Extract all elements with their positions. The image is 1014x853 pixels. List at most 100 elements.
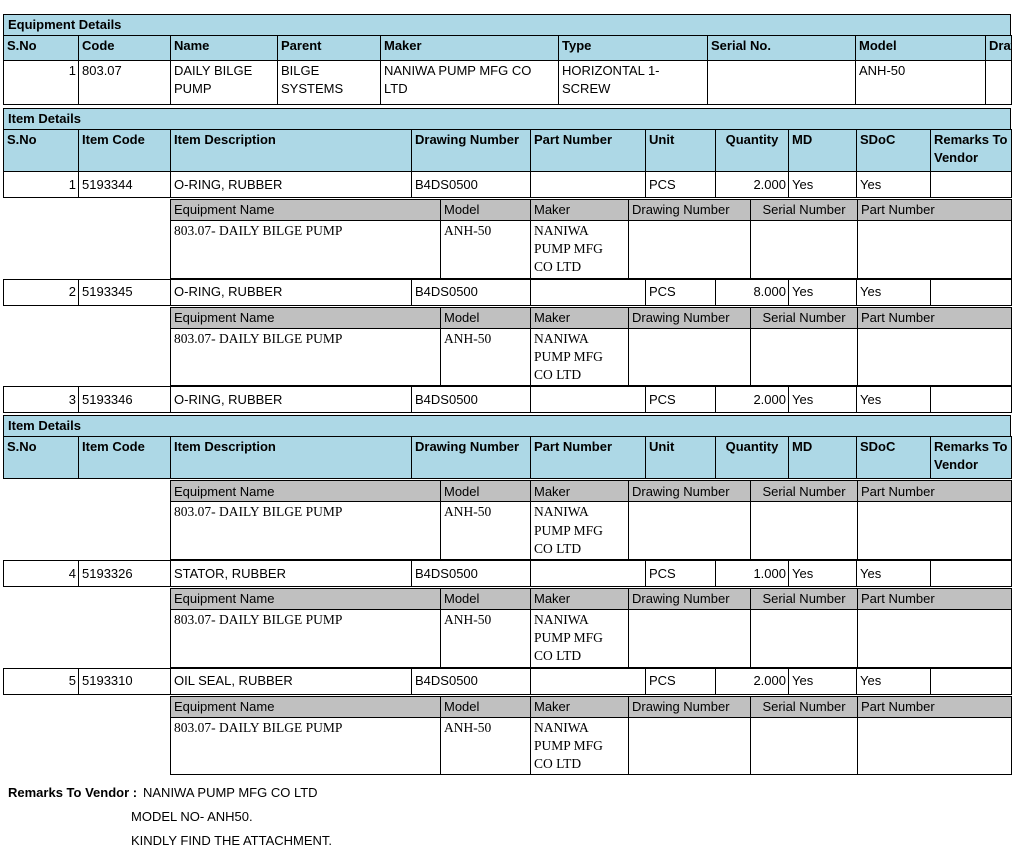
item-description: O-RING, RUBBER xyxy=(170,171,412,198)
item-md: Yes xyxy=(788,386,857,414)
item-details-bar-2: Item Details xyxy=(3,415,1011,438)
item-remarks xyxy=(930,559,1012,587)
subtable-header-drawing-number: Drawing Number xyxy=(628,306,751,329)
item-part-number xyxy=(530,559,646,587)
item-header-sdoc: SDoC xyxy=(856,129,931,172)
subtable-header-drawing-number: Drawing Number xyxy=(628,480,751,503)
subtable-header-model: Model xyxy=(440,695,531,718)
item-quantity: 2.000 xyxy=(715,667,789,695)
subtable-header-model: Model xyxy=(440,480,531,503)
item-equipment-subtable-1: Equipment Name Model Maker Drawing Numbe… xyxy=(170,199,1012,279)
item-unit: PCS xyxy=(645,171,716,198)
item-header-drawing-number: Drawing Number xyxy=(411,436,531,480)
subtable-header-maker: Maker xyxy=(530,587,629,610)
item-remarks xyxy=(930,278,1012,306)
equipment-header-model: Model xyxy=(855,35,986,61)
item-details-bar-1: Item Details xyxy=(3,108,1011,130)
equipment-table-header: S.No Code Name Parent Maker Type Serial … xyxy=(3,35,1012,61)
equipment-header-code: Code xyxy=(78,35,171,61)
item-header-part-number: Part Number xyxy=(530,129,646,172)
subtable-data-row: 803.07- DAILY BILGE PUMP ANH-50 NANIWA P… xyxy=(170,327,1012,387)
subtable-header-equipment-name: Equipment Name xyxy=(170,306,441,329)
subtable-part-number xyxy=(857,501,1012,560)
subtable-maker: NANIWA PUMP MFG CO LTD xyxy=(530,608,629,668)
subtable-equipment-name: 803.07- DAILY BILGE PUMP xyxy=(170,716,441,776)
subtable-model: ANH-50 xyxy=(440,501,531,560)
item-remarks xyxy=(930,171,1012,198)
item-sdoc: Yes xyxy=(856,386,931,414)
equipment-name: DAILY BILGE PUMP xyxy=(170,60,278,105)
equipment-header-serial-no: Serial No. xyxy=(707,35,856,61)
subtable-header-part-number: Part Number xyxy=(857,199,1012,221)
subtable-part-number xyxy=(857,327,1012,387)
item-header-unit: Unit xyxy=(645,129,716,172)
subtable-header-part-number: Part Number xyxy=(857,587,1012,610)
subtable-header-row: Equipment Name Model Maker Drawing Numbe… xyxy=(170,199,1012,221)
subtable-data-row: 803.07- DAILY BILGE PUMP ANH-50 NANIWA P… xyxy=(170,220,1012,279)
item-code: 5193310 xyxy=(78,667,171,695)
item-table-header-1: S.No Item Code Item Description Drawing … xyxy=(3,129,1012,172)
subtable-drawing-number xyxy=(628,501,751,560)
subtable-header-maker: Maker xyxy=(530,306,629,329)
item-part-number xyxy=(530,667,646,695)
subtable-header-equipment-name: Equipment Name xyxy=(170,695,441,718)
equipment-code: 803.07 xyxy=(78,60,171,105)
subtable-drawing-number xyxy=(628,327,751,387)
subtable-data-row: 803.07- DAILY BILGE PUMP ANH-50 NANIWA P… xyxy=(170,716,1012,776)
item-part-number xyxy=(530,278,646,306)
item-md: Yes xyxy=(788,559,857,587)
item-header-unit: Unit xyxy=(645,436,716,480)
table-row: 5 5193310 OIL SEAL, RUBBER B4DS0500 PCS … xyxy=(3,667,1012,695)
subtable-header-serial-number: Serial Number xyxy=(750,480,858,503)
item-header-sdoc: SDoC xyxy=(856,436,931,480)
item-header-item-code: Item Code xyxy=(78,436,171,480)
item-unit: PCS xyxy=(645,667,716,695)
equipment-header-drawing-number: Drawing Number xyxy=(985,35,1012,61)
table-row: 2 5193345 O-RING, RUBBER B4DS0500 PCS 8.… xyxy=(3,278,1012,306)
item-drawing-number: B4DS0500 xyxy=(411,667,531,695)
item-equipment-subtable-3: Equipment Name Model Maker Drawing Numbe… xyxy=(170,480,1012,560)
subtable-model: ANH-50 xyxy=(440,327,531,387)
item-description: STATOR, RUBBER xyxy=(170,559,412,587)
item-code: 5193326 xyxy=(78,559,171,587)
subtable-model: ANH-50 xyxy=(440,220,531,279)
subtable-header-serial-number: Serial Number xyxy=(750,587,858,610)
remarks-to-vendor-block: Remarks To Vendor : NANIWA PUMP MFG CO LT… xyxy=(3,781,1014,853)
subtable-header-row: Equipment Name Model Maker Drawing Numbe… xyxy=(170,306,1012,329)
item-header-remarks: Remarks To Vendor xyxy=(930,436,1012,480)
item-code: 5193344 xyxy=(78,171,171,198)
subtable-header-serial-number: Serial Number xyxy=(750,306,858,329)
item-table-header-2: S.No Item Code Item Description Drawing … xyxy=(3,436,1012,480)
subtable-header-drawing-number: Drawing Number xyxy=(628,695,751,718)
subtable-header-serial-number: Serial Number xyxy=(750,695,858,718)
item-sno: 4 xyxy=(3,559,79,587)
equipment-header-row: S.No Code Name Parent Maker Type Serial … xyxy=(3,35,1012,61)
subtable-data-row: 803.07- DAILY BILGE PUMP ANH-50 NANIWA P… xyxy=(170,608,1012,668)
item-row-2: 2 5193345 O-RING, RUBBER B4DS0500 PCS 8.… xyxy=(3,278,1012,306)
item-remarks xyxy=(930,386,1012,414)
item-drawing-number: B4DS0500 xyxy=(411,386,531,414)
subtable-drawing-number xyxy=(628,220,751,279)
subtable-serial-number xyxy=(750,327,858,387)
equipment-table-data: 1 803.07 DAILY BILGE PUMP BILGE SYSTEMS … xyxy=(3,60,1012,105)
item-header-md: MD xyxy=(788,436,857,480)
item-equipment-subtable-5: Equipment Name Model Maker Drawing Numbe… xyxy=(170,695,1012,776)
item-sdoc: Yes xyxy=(856,278,931,306)
item-header-quantity: Quantity xyxy=(715,436,789,480)
item-header-description: Item Description xyxy=(170,129,412,172)
item-row-4: 4 5193326 STATOR, RUBBER B4DS0500 PCS 1.… xyxy=(3,559,1012,587)
item-sdoc: Yes xyxy=(856,559,931,587)
subtable-serial-number xyxy=(750,501,858,560)
equipment-parent: BILGE SYSTEMS xyxy=(277,60,381,105)
remarks-line-2: MODEL NO- ANH50. xyxy=(131,809,253,825)
item-quantity: 2.000 xyxy=(715,171,789,198)
equipment-drawing-number xyxy=(985,60,1012,105)
item-unit: PCS xyxy=(645,559,716,587)
item-equipment-subtable-4: Equipment Name Model Maker Drawing Numbe… xyxy=(170,587,1012,668)
item-md: Yes xyxy=(788,171,857,198)
subtable-maker: NANIWA PUMP MFG CO LTD xyxy=(530,327,629,387)
equipment-type: HORIZONTAL 1-SCREW xyxy=(558,60,708,105)
item-drawing-number: B4DS0500 xyxy=(411,278,531,306)
item-header-item-code: Item Code xyxy=(78,129,171,172)
